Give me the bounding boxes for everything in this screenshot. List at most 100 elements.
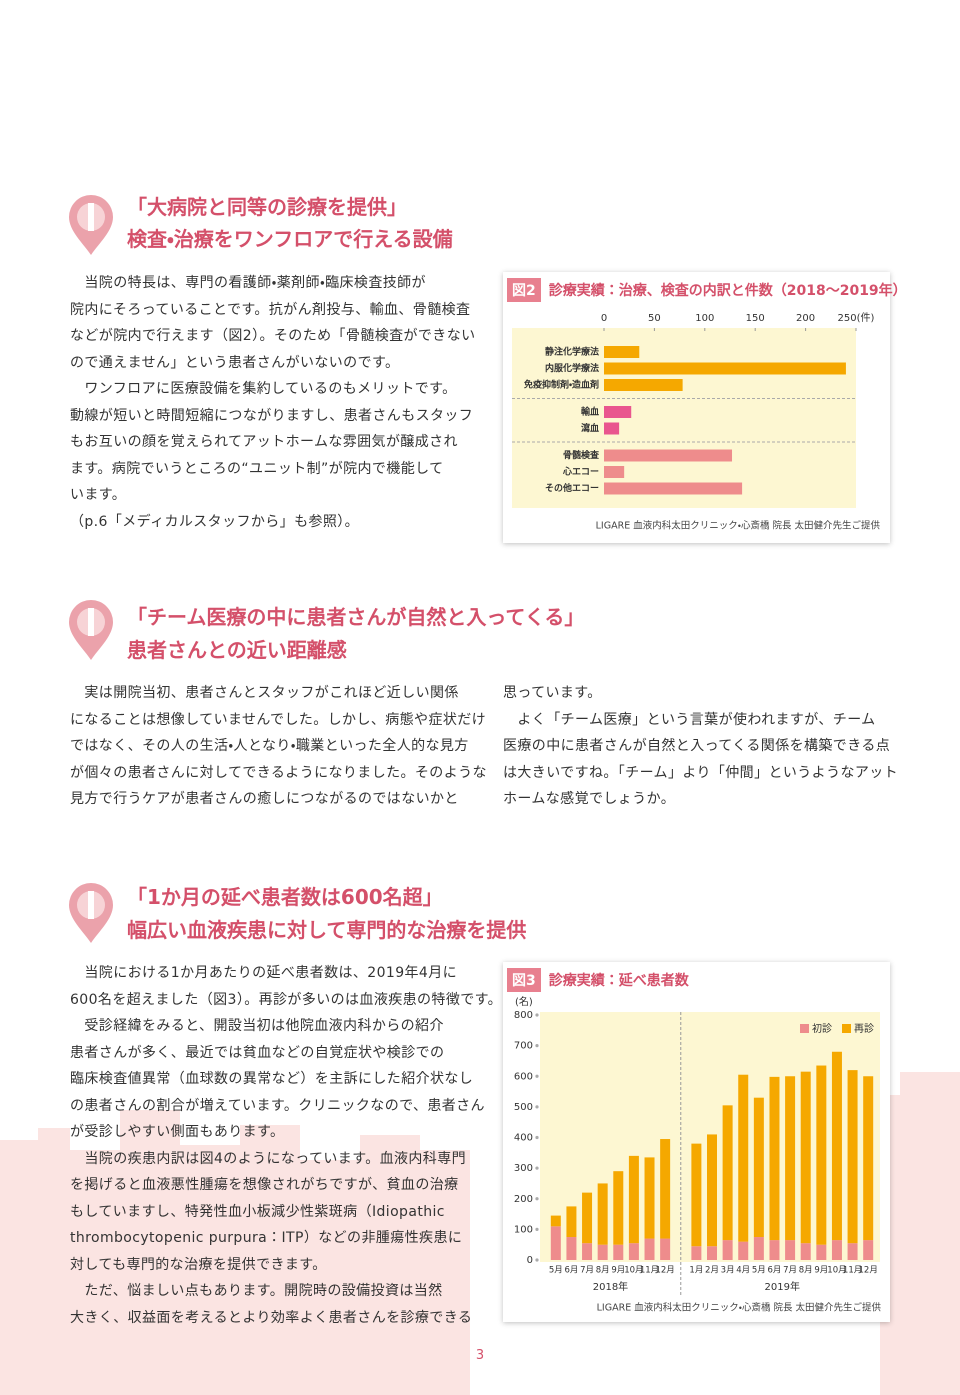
text-line: などが院内で行えます（図2）。そのため「骨髄検査ができない: [70, 328, 476, 344]
category-label: 静注化学療法: [545, 346, 599, 358]
y-tick-label: 500: [514, 1102, 533, 1113]
bar-segment: [707, 1134, 717, 1247]
x-tick-label: 250(件): [838, 312, 875, 324]
figure: 0 50 100 150 200 250(件) 静注化学療法 内服化学療法 免疫抑制剤・造血剤輸…: [503, 272, 907, 543]
bar-segment: [566, 1206, 577, 1238]
text-line: 思っています。: [503, 685, 602, 701]
bar-segment: [613, 1244, 624, 1260]
x-tick-label: 2月: [705, 1266, 719, 1276]
category-label: 内服化学療法: [545, 362, 599, 374]
pin-icon: [69, 195, 113, 255]
text-line: 当院の特長は、専門の看護師・薬剤師・臨床検査技師が: [70, 275, 426, 291]
pin-icon: [69, 600, 113, 660]
x-tick-label: 9月: [814, 1266, 828, 1276]
text-line: になることは想像していませんでした。しかし、病態や症状だけ: [70, 711, 487, 728]
section-heading: 幅広い血液疾患に対して専門的な治療を提供: [127, 918, 527, 942]
year-label: 2019年: [765, 1280, 800, 1293]
bar-segment: [722, 1105, 733, 1241]
figure-title: 診療実績：治療、検査の内訳と件数（2018〜2019年）: [548, 283, 907, 299]
y-tick-label: 100: [514, 1224, 533, 1235]
x-tick-label: 5月: [549, 1266, 563, 1276]
category-label: 輸血: [581, 406, 599, 418]
text-line: 見方で行うケアが患者さんの癒しにつながるのではないかと: [70, 791, 459, 807]
bar-segment: [800, 1243, 811, 1260]
y-tick-label: 0: [527, 1255, 533, 1266]
text-line: が受診しやすい側面もあります。: [70, 1124, 285, 1140]
text-column: 実は開院当初、患者さんとスタッフがこれほど近しい関係になることは想像していません…: [70, 680, 487, 813]
x-tick-label: 5月: [752, 1266, 766, 1276]
text-line: 患者さんが多く、最近では貧血などの自覚症状や検診での: [70, 1044, 445, 1061]
bar-segment: [707, 1246, 717, 1260]
x-tick-label: 10月: [827, 1266, 846, 1276]
bar: [604, 449, 733, 462]
figure-header: 図3 診療実績：延べ患者数: [507, 968, 689, 992]
bar-segment: [769, 1240, 780, 1260]
bar-segment: [550, 1215, 561, 1227]
text-line: 大きく、収益面を考えるとより効率よく患者さんを診療できる: [70, 1309, 473, 1326]
tick-mark: [535, 1135, 539, 1140]
figure-header: 図2 診療実績：治療、検査の内訳と件数（2018〜2019年）: [507, 278, 907, 302]
bar-segment: [691, 1246, 702, 1260]
x-tick-label: 7月: [580, 1266, 594, 1276]
tick-mark: [535, 1197, 539, 1201]
category-label: 骨髄検査: [563, 449, 600, 461]
page-number: 3: [475, 1348, 485, 1363]
bar-segment: [831, 1051, 842, 1241]
bar-segment: [613, 1171, 624, 1245]
bar-segment: [644, 1157, 655, 1239]
legend-label: 再診: [854, 1023, 874, 1035]
bar-segment: [628, 1155, 639, 1244]
bar-segment: [753, 1097, 764, 1238]
text-line: 当院の疾患内訳は図4のようになっています。血液内科専門: [70, 1150, 467, 1167]
bar-segment: [831, 1240, 842, 1260]
legend-label: 初診: [812, 1022, 832, 1035]
bar-segment: [863, 1240, 874, 1260]
category-label: 心エコー: [562, 466, 599, 478]
bar-segment: [847, 1070, 858, 1244]
text-line: の患者さんの割合が増えています。クリニックなので、患者さん: [70, 1097, 485, 1114]
text-line: 臨床検査値異常（血球数の異常など）を主訴にした紹介状なし: [70, 1071, 474, 1087]
bar-segment: [582, 1192, 593, 1244]
text-line: 実は開院当初、患者さんとスタッフがこれほど近しい関係: [70, 685, 459, 701]
bar-segment: [863, 1076, 874, 1241]
bar-segment: [550, 1226, 561, 1260]
bar-segment: [800, 1071, 811, 1244]
text-line: ワンフロアに医療設備を集約しているのもメリットです。: [70, 381, 457, 397]
x-tick-label: 8月: [799, 1266, 813, 1276]
section-heading: 検査・治療をワンフロアで行える設備: [127, 227, 453, 251]
text-column: 思っています。 よく「チーム医療」という言葉が使われますが、チーム 医療の中に患者…: [503, 680, 903, 813]
text-line: 受診経緯をみると、開設当初は他院血液内科からの紹介: [70, 1018, 444, 1034]
x-tick-label: 9月: [611, 1266, 625, 1276]
text-line: thrombocytopenic purpura：ITP）などの非腫瘍性疾患に: [70, 1230, 463, 1246]
tick-mark: [535, 1166, 539, 1170]
text-line: は大きいですね。「チーム」より「仲間」というようなアット: [503, 764, 899, 781]
bar: [604, 346, 640, 358]
text-line: （p.6「メディカルスタッフから」も参照）。: [70, 513, 360, 530]
source-note: LIGARE 血液内科太田クリニック・心斎橋 院長 太田健介先生ご提供: [596, 520, 881, 532]
pin-icon: [69, 883, 113, 943]
chart: 0 50 100 150 200 250(件) 静注化学療法内服化学療法免疫抑制剤・造血剤輸…: [512, 312, 881, 532]
bar-segment: [847, 1243, 858, 1260]
figure: (名) 0 100 200 300 400 500 600 700 800 5月 6月 7月 8月 9月 10…: [503, 962, 890, 1322]
y-tick-label: 300: [514, 1163, 533, 1174]
bar: [604, 406, 632, 418]
section-heading: 「大病院と同等の診療を提供」: [127, 195, 407, 219]
bar: [604, 362, 846, 375]
x-tick-label: 7月: [783, 1266, 797, 1276]
tick-mark: [535, 1074, 539, 1078]
x-tick-label: 10月: [624, 1266, 643, 1276]
category-label: 瀉血: [581, 422, 599, 434]
bar-segment: [644, 1238, 655, 1260]
bar-segment: [660, 1238, 671, 1260]
bar-segment: [691, 1143, 702, 1247]
bar-segment: [785, 1240, 796, 1260]
text-line: 動線が短いと時間短縮につながりますし、患者さんもスタッフ: [70, 407, 474, 424]
y-tick-label: 600: [514, 1071, 533, 1082]
legend-swatch: [800, 1024, 809, 1033]
bar-segment: [660, 1139, 671, 1239]
bar-segment: [816, 1244, 827, 1260]
text-line: 医療の中に患者さんが自然と入ってくる関係を構築できる点: [503, 738, 891, 754]
